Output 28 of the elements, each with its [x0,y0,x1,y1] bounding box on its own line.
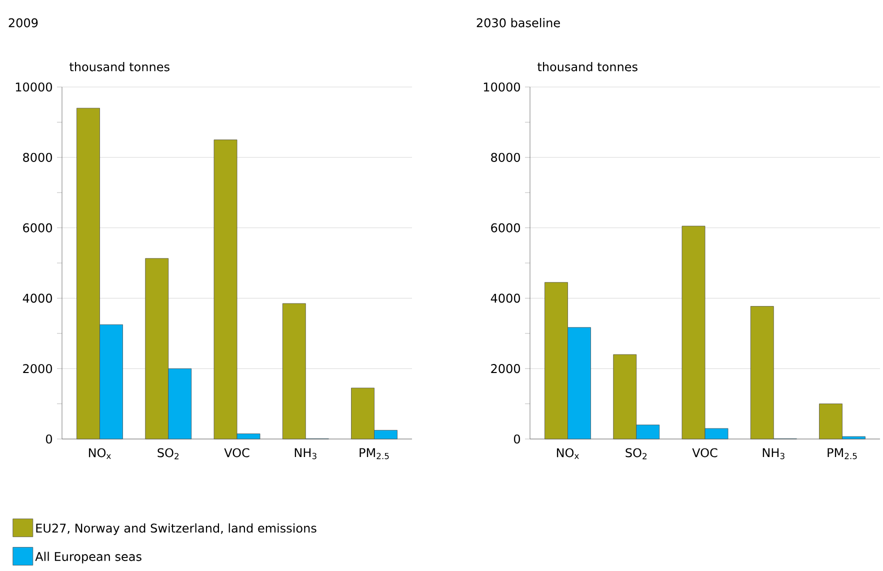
x-tick-label: NH$_{3}$ [294,448,316,460]
x-tick-label: NH$_{3}$ [762,448,784,460]
x-tick-label: PM$_{2.5}$ [360,448,389,460]
x-tick-label: SO$_{2}$ [158,448,178,460]
x-tick-label: VOC [224,448,250,458]
y-tick-label: 4000 [490,294,520,303]
y-tick-label: 2000 [491,364,520,374]
chart-title: 2009 [8,18,38,28]
y-tick-label: 8000 [491,152,520,162]
x-tick-label: NO$_{x}$ [88,448,111,459]
y-tick-label: 0 [46,434,52,444]
y-tick-label: 8000 [23,152,52,162]
y-tick-label: 10000 [484,82,520,92]
x-tick-label: PM$_{2.5}$ [828,448,857,460]
x-tick-label: NO$_{x}$ [556,448,579,459]
x-tick-label: VOC [692,448,718,458]
y-tick-label: 4000 [22,294,52,303]
y-axis-title: thousand tonnes [538,62,638,72]
chart-title: 2030 baseline [476,18,560,28]
x-tick-label: SO$_{2}$ [626,448,646,460]
y-tick-label: 0 [514,434,520,444]
y-tick-label: 10000 [16,82,52,92]
y-tick-label: 2000 [23,364,52,374]
y-tick-label: 6000 [491,223,520,232]
y-axis-title: thousand tonnes [70,62,170,72]
y-tick-label: 6000 [23,223,52,232]
legend-label: All European seas [35,552,142,564]
legend-label: EU27, Norway and Switzerland, land emissions [36,523,316,535]
